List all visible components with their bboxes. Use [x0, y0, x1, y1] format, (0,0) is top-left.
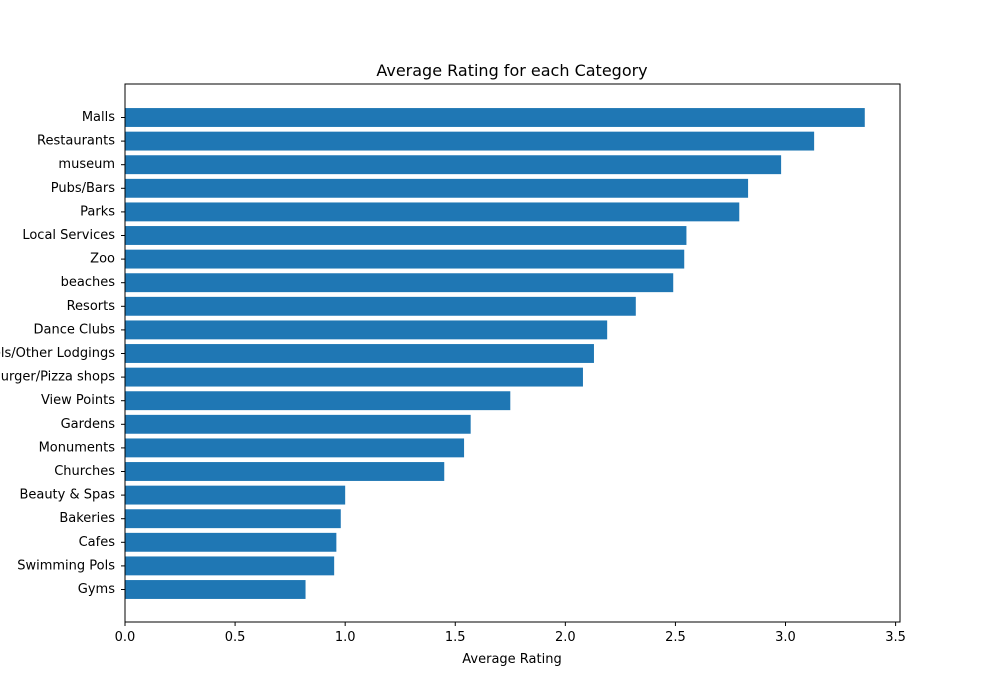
- bar: [125, 202, 740, 222]
- x-tick-label: 1.0: [335, 630, 356, 645]
- bar: [125, 391, 511, 411]
- category-label: Resorts: [67, 299, 116, 314]
- bar: [125, 414, 471, 434]
- category-label: Restaurants: [37, 134, 115, 149]
- category-label: Gyms: [78, 582, 115, 597]
- bar: [125, 131, 815, 151]
- category-label: Parks: [80, 204, 115, 219]
- bar: [125, 320, 608, 340]
- bar: [125, 556, 335, 576]
- bar: [125, 296, 636, 316]
- x-tick-label: 2.0: [555, 630, 576, 645]
- category-label: Hotels/Other Lodgings: [0, 346, 115, 361]
- category-label: Zoo: [90, 252, 115, 267]
- category-label: View Points: [41, 393, 115, 408]
- category-label: Burger/Pizza shops: [0, 370, 115, 385]
- x-axis-label: Average Rating: [462, 652, 561, 667]
- category-label: Malls: [82, 110, 115, 125]
- bar: [125, 438, 465, 458]
- category-label: beaches: [61, 275, 116, 290]
- category-label: Bakeries: [59, 511, 115, 526]
- bar: [125, 367, 583, 387]
- x-tick-label: 0.0: [115, 630, 136, 645]
- x-tick-label: 0.5: [225, 630, 246, 645]
- plot-frame: [124, 83, 901, 623]
- bar: [125, 509, 341, 529]
- bar: [125, 178, 749, 198]
- x-ticks: 0.0 0.5 1.0 1.5 2.0 2.5 3.0 3.5: [115, 622, 906, 645]
- bar: [125, 532, 337, 552]
- category-label: museum: [58, 157, 115, 172]
- x-tick-label: 1.5: [445, 630, 466, 645]
- bar: [125, 485, 346, 505]
- category-label: Churches: [54, 464, 115, 479]
- bar: [125, 580, 306, 599]
- category-label: Beauty & Spas: [19, 488, 115, 503]
- category-label: Gardens: [61, 417, 116, 432]
- category-labels: Malls Restaurants museum Pubs/Bars Parks Loca…: [0, 110, 125, 597]
- x-tick-label: 3.5: [885, 630, 906, 645]
- category-label: Dance Clubs: [34, 322, 116, 337]
- category-label: Monuments: [39, 440, 116, 455]
- chart-title: Average Rating for each Category: [376, 61, 647, 80]
- bar: [125, 344, 594, 363]
- bars-group: [125, 108, 865, 599]
- category-label: Pubs/Bars: [51, 181, 115, 196]
- bar: [125, 155, 782, 175]
- category-label: Local Services: [22, 228, 115, 243]
- bar: [125, 249, 685, 269]
- bar: [125, 108, 865, 127]
- bar: [125, 462, 445, 481]
- x-tick-label: 2.5: [665, 630, 686, 645]
- bar: [125, 226, 687, 245]
- category-label: Cafes: [79, 535, 116, 550]
- category-label: Swimming Pols: [17, 558, 115, 573]
- x-tick-label: 3.0: [775, 630, 796, 645]
- bar: [125, 273, 674, 293]
